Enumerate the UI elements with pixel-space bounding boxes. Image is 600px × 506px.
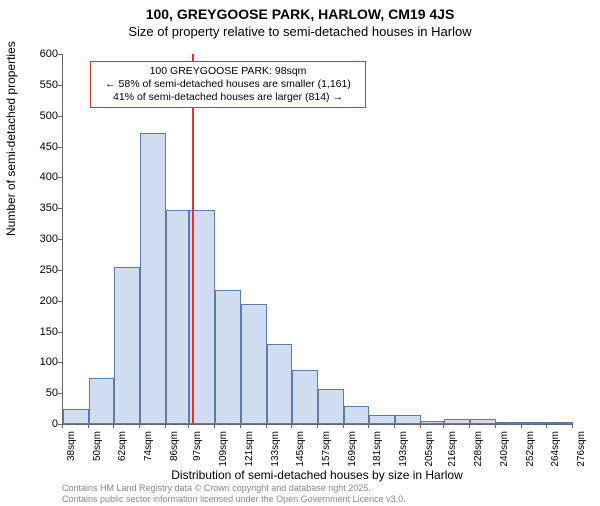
x-tick-mark [495,424,496,428]
x-tick-mark [113,424,114,428]
x-tick-mark [521,424,522,428]
x-tick-mark [317,424,318,428]
x-tick-label: 181sqm [372,431,383,467]
histogram-bar [470,419,496,424]
y-tick-mark [58,116,62,117]
x-tick-label: 264sqm [550,431,561,467]
y-tick-label: 150 [24,326,58,338]
y-tick-mark [58,393,62,394]
x-tick-label: 121sqm [244,431,255,467]
histogram-bar [318,389,344,424]
x-tick-mark [165,424,166,428]
y-tick-label: 50 [24,387,58,399]
attribution: Contains HM Land Registry data © Crown c… [62,483,572,504]
x-tick-label: 240sqm [499,431,510,467]
y-tick-label: 400 [24,171,58,183]
x-tick-mark [214,424,215,428]
annotation-line: ← 58% of semi-detached houses are smalle… [97,78,359,91]
histogram-bar [369,415,395,424]
x-tick-label: 38sqm [66,431,77,461]
x-tick-label: 169sqm [347,431,358,467]
y-tick-mark [58,270,62,271]
x-tick-mark [420,424,421,428]
y-tick-mark [58,147,62,148]
x-tick-label: 145sqm [295,431,306,467]
x-tick-label: 86sqm [169,431,180,461]
y-axis-label: Number of semi-detached properties [4,41,18,236]
histogram-bar [496,422,522,424]
x-tick-label: 133sqm [270,431,281,467]
annotation-line: 41% of semi-detached houses are larger (… [97,91,359,104]
x-tick-label: 157sqm [321,431,332,467]
x-tick-mark [469,424,470,428]
annotation-line: 100 GREYGOOSE PARK: 98sqm [97,65,359,78]
x-tick-label: 276sqm [576,431,587,467]
histogram-bar [395,415,421,424]
x-tick-label: 97sqm [192,431,203,461]
attribution-line2: Contains public sector information licen… [62,494,406,504]
histogram-bar [140,133,166,424]
histogram-bar [292,370,318,424]
x-tick-label: 205sqm [424,431,435,467]
x-tick-mark [266,424,267,428]
y-tick-mark [58,208,62,209]
histogram-bar [241,304,267,424]
histogram-bar [522,422,548,424]
histogram-bar [166,210,190,424]
y-tick-label: 300 [24,233,58,245]
x-tick-mark [88,424,89,428]
x-tick-mark [572,424,573,428]
x-tick-label: 193sqm [398,431,409,467]
y-tick-label: 550 [24,79,58,91]
y-tick-label: 250 [24,264,58,276]
x-tick-mark [240,424,241,428]
histogram-bar [547,422,573,424]
x-tick-label: 62sqm [117,431,128,461]
x-tick-mark [62,424,63,428]
chart-title: 100, GREYGOOSE PARK, HARLOW, CM19 4JS [0,6,600,22]
x-tick-mark [291,424,292,428]
histogram-bar [344,406,370,425]
x-tick-label: 252sqm [525,431,536,467]
y-tick-label: 350 [24,202,58,214]
x-tick-label: 228sqm [473,431,484,467]
x-axis-label: Distribution of semi-detached houses by … [62,468,572,482]
histogram-bar [114,267,140,424]
y-tick-label: 200 [24,295,58,307]
histogram-bar [421,421,445,424]
y-tick-mark [58,54,62,55]
histogram-bar [63,409,89,424]
x-tick-label: 109sqm [218,431,229,467]
marker-line [192,54,194,424]
x-tick-mark [546,424,547,428]
y-tick-label: 0 [24,418,58,430]
x-tick-mark [188,424,189,428]
plot-area [62,54,573,425]
annotation-box: 100 GREYGOOSE PARK: 98sqm← 58% of semi-d… [90,61,366,108]
x-tick-mark [343,424,344,428]
y-tick-mark [58,85,62,86]
histogram-bar [444,419,470,424]
y-tick-mark [58,301,62,302]
attribution-line1: Contains HM Land Registry data © Crown c… [62,483,371,493]
x-tick-label: 50sqm [92,431,103,461]
x-tick-mark [368,424,369,428]
histogram-bar [215,290,241,424]
y-tick-label: 100 [24,356,58,368]
x-tick-label: 74sqm [143,431,154,461]
y-tick-label: 500 [24,110,58,122]
x-tick-label: 216sqm [447,431,458,467]
histogram-bar [89,378,115,424]
y-tick-mark [58,239,62,240]
x-tick-mark [443,424,444,428]
x-tick-mark [394,424,395,428]
y-tick-label: 450 [24,141,58,153]
y-tick-mark [58,362,62,363]
y-tick-mark [58,332,62,333]
y-tick-mark [58,177,62,178]
chart-subtitle: Size of property relative to semi-detach… [0,24,600,39]
histogram-bar [267,344,293,424]
x-tick-mark [139,424,140,428]
y-tick-label: 600 [24,48,58,60]
